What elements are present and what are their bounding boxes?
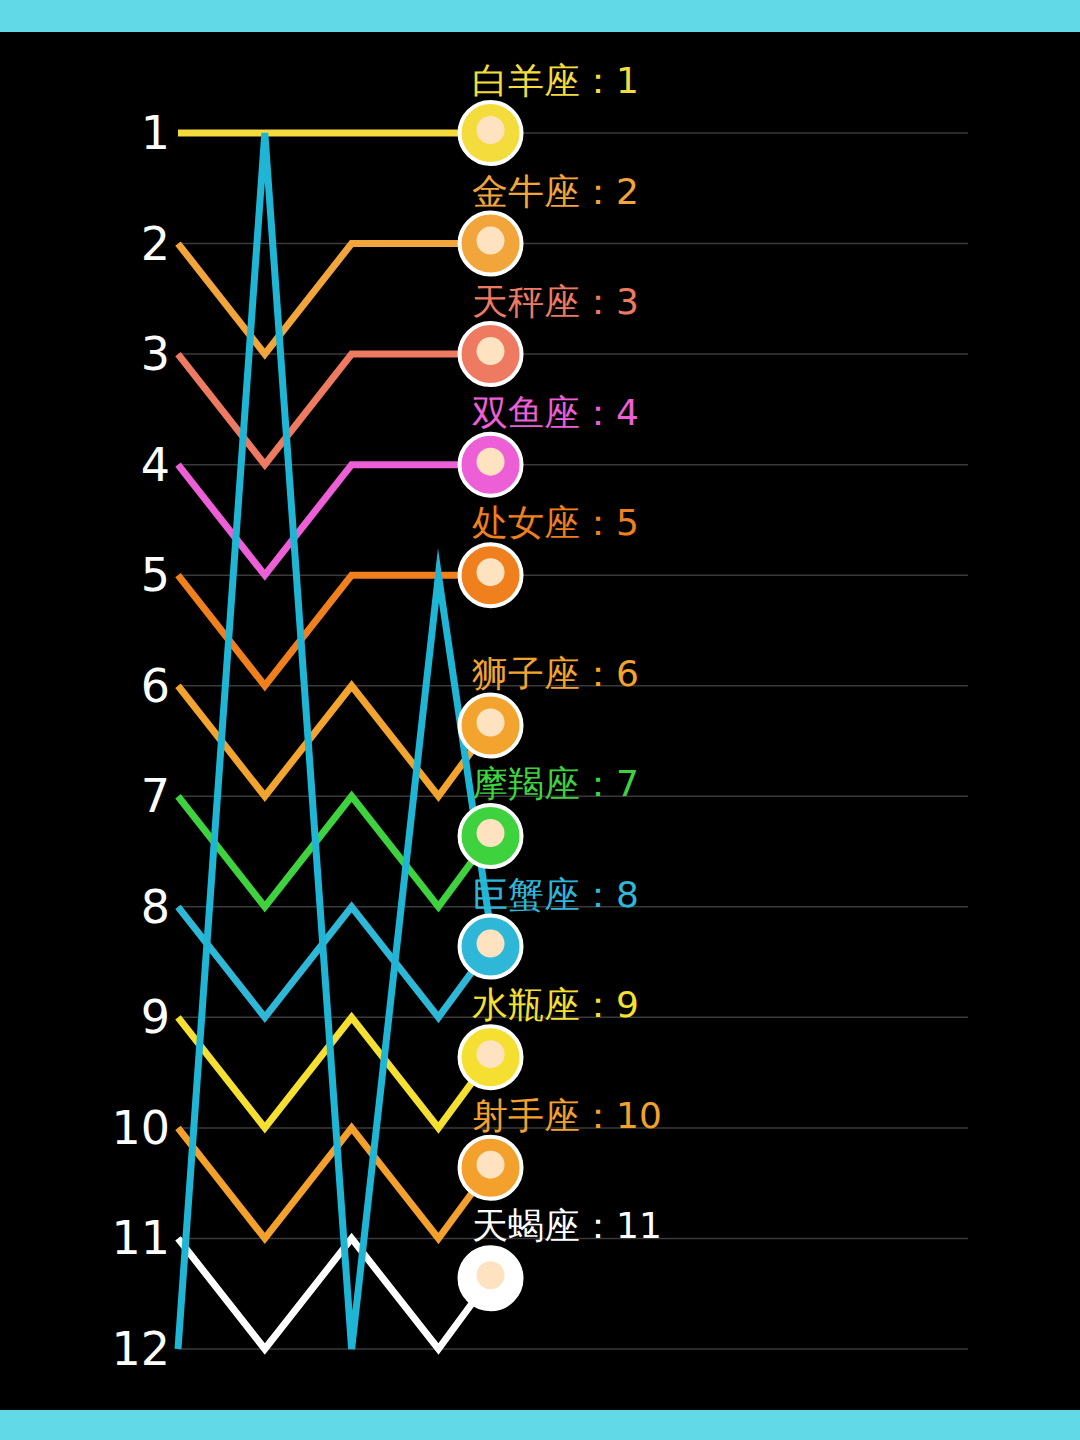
rank-line — [178, 796, 491, 907]
y-tick-label: 10 — [111, 1101, 170, 1155]
end-icon — [460, 544, 522, 606]
rank-line — [178, 1238, 491, 1349]
grid-line — [178, 353, 968, 355]
background — [0, 32, 1080, 1410]
y-tick-label: 6 — [141, 659, 170, 713]
series-label: 金牛座：2 — [472, 171, 639, 212]
end-icon-face — [477, 709, 505, 737]
grid-line — [178, 1348, 968, 1350]
rank-line — [178, 907, 491, 1018]
end-labels: 白羊座：1 金牛座：2 天秤座：3 双鱼座：4 处女座：5 狮子座：6 摩羯座：7 巨蟹座：8… — [460, 60, 662, 1309]
rank-line — [178, 354, 491, 465]
series-label: 水瓶座：9 — [472, 984, 639, 1025]
rank-line — [178, 133, 491, 1349]
end-icon-face — [477, 1261, 505, 1289]
end-icon-face — [477, 558, 505, 586]
end-icon — [460, 213, 522, 275]
end-icon-face — [477, 116, 505, 144]
end-icon — [460, 102, 522, 164]
end-icon — [460, 434, 522, 496]
end-icon-face — [477, 819, 505, 847]
end-icon — [460, 916, 522, 978]
grid-line — [178, 464, 968, 466]
series-label: 处女座：5 — [472, 502, 639, 543]
series-label: 巨蟹座：8 — [472, 874, 639, 915]
y-tick-label: 8 — [141, 880, 170, 934]
series-label: 狮子座：6 — [472, 653, 639, 694]
series-label: 射手座：10 — [472, 1095, 662, 1136]
series-label: 白羊座：1 — [472, 60, 639, 101]
chart: 123456789101112白羊座：1金牛座：2天秤座：3双鱼座：4处女座：5… — [0, 0, 1080, 1440]
grid-line — [178, 132, 968, 134]
end-icon — [460, 805, 522, 867]
lines — [178, 133, 491, 1349]
y-tick-label: 4 — [141, 438, 170, 492]
y-tick-label: 12 — [111, 1322, 170, 1376]
end-icon — [460, 1247, 522, 1309]
end-icon — [460, 1137, 522, 1199]
end-icon-face — [477, 1151, 505, 1179]
end-icon-face — [477, 1040, 505, 1068]
end-icon — [460, 695, 522, 757]
end-icon-face — [477, 337, 505, 365]
rank-line — [178, 244, 491, 355]
rank-line — [178, 130, 491, 137]
y-tick-label: 2 — [141, 217, 170, 271]
frame-band — [0, 0, 1080, 1440]
series-label: 天蝎座：11 — [472, 1205, 662, 1246]
end-icon-face — [477, 448, 505, 476]
series-label: 双鱼座：4 — [472, 392, 639, 433]
end-icon — [460, 1026, 522, 1088]
grid-line — [178, 243, 968, 245]
y-tick-label: 1 — [141, 106, 170, 160]
y-tick-label: 3 — [141, 327, 170, 381]
end-icon-face — [477, 227, 505, 255]
y-tick-label: 5 — [141, 548, 170, 602]
end-icon — [460, 323, 522, 385]
y-tick-label: 11 — [111, 1211, 170, 1265]
series-label: 天秤座：3 — [472, 281, 639, 322]
series-label: 摩羯座：7 — [472, 763, 639, 804]
rank-line — [178, 465, 491, 576]
y-tick-label: 9 — [141, 990, 170, 1044]
end-icon-face — [477, 930, 505, 958]
y-tick-label: 7 — [141, 769, 170, 823]
